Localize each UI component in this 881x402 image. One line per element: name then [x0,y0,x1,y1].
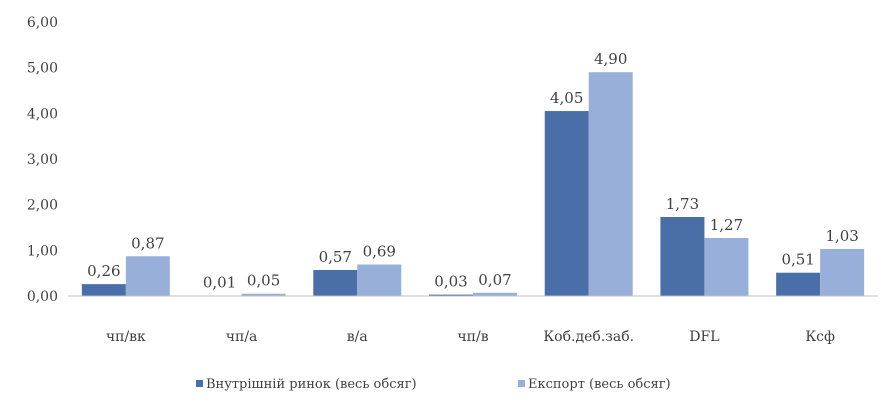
bar [125,256,170,296]
legend-label: Експорт (весь обсяг) [528,377,671,392]
bar [81,284,126,296]
y-tick-label: 4,00 [27,106,58,122]
y-tick-label: 0,00 [27,289,58,305]
x-tick-label: DFL [689,329,719,345]
bar [776,272,821,296]
data-label: 0,87 [131,234,164,252]
bar [660,216,705,296]
data-label: 1,73 [666,195,699,213]
data-label: 1,27 [710,216,743,234]
data-label: 1,03 [825,227,858,245]
bar [429,294,473,296]
bar [820,248,865,296]
x-tick-label: чп/а [226,329,258,345]
bar [241,293,286,296]
bar [544,111,589,296]
bar [473,292,517,296]
y-tick-label: 2,00 [27,198,58,214]
y-tick-label: 3,00 [27,152,58,168]
x-axis: чп/вк чп/а в/а чп/в Коб.деб.заб. DFL Ксф [68,295,878,345]
bar [357,264,402,296]
data-label: 4,90 [594,50,627,68]
y-tick-label: 5,00 [27,61,58,77]
data-label: 0,03 [434,273,467,291]
data-label: 0,01 [203,274,236,292]
data-label: 0,69 [363,242,396,260]
bar [588,72,633,296]
data-label: 4,05 [550,89,583,107]
data-label: 0,05 [247,272,280,290]
y-tick-label: 1,00 [27,243,58,259]
x-tick-label: Коб.деб.заб. [543,329,634,345]
y-axis: 0,00 1,00 2,00 3,00 4,00 5,00 6,00 [27,15,58,305]
legend-swatch [518,380,525,387]
legend: Внутрішній ринок (весь обсяг) Експорт (ве… [196,377,671,392]
data-label: 0,57 [319,248,352,266]
x-tick-label: Ксф [805,329,835,345]
x-tick-label: в/а [347,329,368,345]
legend-label: Внутрішній ринок (весь обсяг) [206,377,417,392]
legend-swatch [196,380,203,387]
data-label: 0,07 [478,271,511,289]
data-label: 0,26 [87,262,120,280]
x-tick-label: чп/в [457,329,488,345]
x-tick-label: чп/вк [106,329,146,345]
bar [704,238,749,296]
bar [313,269,358,296]
data-label: 0,51 [781,251,814,269]
bars-group: 0,26 0,87 0,01 0,05 0,57 0,69 0,03 0,07 4,05 4,90… [81,50,865,297]
y-tick-label: 6,00 [27,15,58,31]
